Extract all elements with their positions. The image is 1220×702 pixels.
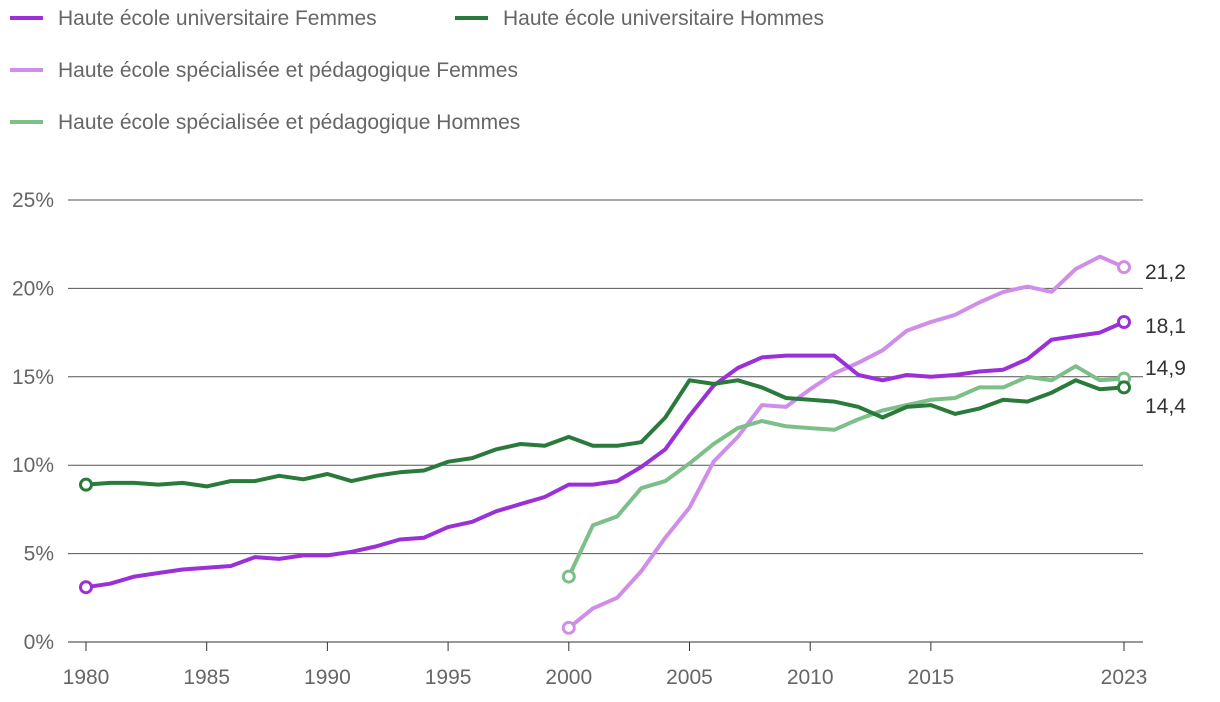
series-endpoint-marker <box>1117 314 1131 329</box>
series-lines <box>79 254 1131 635</box>
y-tick-label: 0% <box>24 631 54 654</box>
series-end-value-label: 14,9 <box>1145 357 1186 380</box>
legend-item-label: Haute école universitaire Hommes <box>503 7 824 30</box>
y-tick-label: 25% <box>12 189 54 212</box>
x-axis: 1980 1985 1990 1995 2000 2005 2010 2015 2023 <box>63 642 1148 689</box>
end-labels: 18,1 14,4 21,2 14,9 <box>1145 261 1186 418</box>
legend-item-label: Haute école universitaire Femmes <box>58 7 377 30</box>
y-tick-label: 10% <box>12 454 54 477</box>
y-tick-label: 5% <box>24 543 54 566</box>
x-tick-label: 2005 <box>666 666 713 689</box>
x-tick-label: 1990 <box>304 666 351 689</box>
x-tick-label: 2023 <box>1101 666 1148 689</box>
series-endpoint-marker <box>561 569 576 584</box>
series-end-value-label: 14,4 <box>1145 395 1186 418</box>
x-tick-label: 2010 <box>787 666 834 689</box>
x-tick-label: 1985 <box>183 666 230 689</box>
series-endpoint-marker <box>1117 380 1131 395</box>
x-tick-label: 1980 <box>63 666 110 689</box>
y-tick-label: 15% <box>12 366 54 389</box>
x-tick-label: 2015 <box>908 666 955 689</box>
series-line <box>566 254 1126 630</box>
series-endpoint-marker <box>79 580 93 595</box>
legend-item-label: Haute école spécialisée et pédagogique F… <box>58 59 518 82</box>
series-line <box>566 364 1126 579</box>
series-endpoint-marker <box>79 477 93 492</box>
legend-item-label: Haute école spécialisée et pédagogique H… <box>58 111 520 134</box>
series-line <box>84 378 1126 489</box>
y-axis: 0% 5% 10% 15% 20% 25% <box>12 189 54 654</box>
legend: Haute école universitaire Femmes Haute éc… <box>10 7 824 134</box>
series-endpoint-marker <box>1117 260 1131 275</box>
x-tick-label: 2000 <box>545 666 592 689</box>
series-end-value-label: 21,2 <box>1145 261 1186 284</box>
grid-lines <box>68 199 1143 643</box>
series-end-value-label: 18,1 <box>1145 315 1186 338</box>
series-endpoint-marker <box>561 620 576 635</box>
series-line <box>84 320 1126 590</box>
x-tick-label: 1995 <box>425 666 472 689</box>
y-tick-label: 20% <box>12 277 54 300</box>
